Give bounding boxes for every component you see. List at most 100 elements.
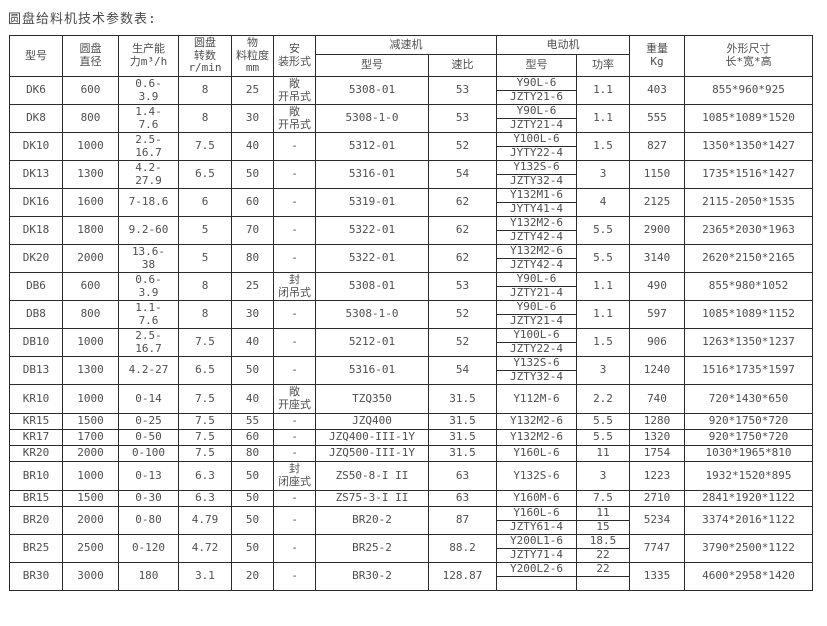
cell-install: - xyxy=(273,216,316,245)
cell-reducer-model: JZQ400-III-1Y xyxy=(315,429,429,446)
cell-reducer-ratio: 63 xyxy=(428,461,497,491)
cell-dims: 1263*1350*1237 xyxy=(684,328,813,357)
cell-install: - xyxy=(273,300,316,329)
cell-speed: 6.3 xyxy=(178,461,232,491)
cell-motor-model: JZTY22-4 xyxy=(496,342,577,357)
cell-motor-model: Y200L1-6 xyxy=(496,534,577,549)
cell-particle: 50 xyxy=(231,461,274,491)
cell-motor-power: 1.1 xyxy=(576,272,630,301)
cell-diameter: 1000 xyxy=(62,384,119,414)
table-row: BR30 3000 180 3.1 20- BR30-2 128.87 Y200L2-6 22 1… xyxy=(9,562,813,591)
cell-install: - xyxy=(273,328,316,357)
cell-dims: 1085*1089*1520 xyxy=(684,104,813,133)
cell-capacity: 2.5- 16.7 xyxy=(118,132,179,161)
cell-dims: 1735*1516*1427 xyxy=(684,160,813,189)
cell-speed: 4.72 xyxy=(178,534,232,563)
cell-reducer-ratio: 87 xyxy=(428,506,497,535)
cell-model: BR10 xyxy=(9,461,63,491)
cell-diameter: 1500 xyxy=(62,413,119,430)
cell-diameter: 3000 xyxy=(62,562,119,591)
cell-speed: 6.5 xyxy=(178,160,232,189)
cell-motor-power: 1.1 xyxy=(576,76,630,105)
cell-particle: 25 xyxy=(231,76,274,105)
table-row: KR10 1000 0-14 7.5 40 敞 开座式 TZQ350 31.5 Y112M-6 2… xyxy=(9,384,813,414)
cell-install: - xyxy=(273,506,316,535)
cell-speed: 5 xyxy=(178,216,232,245)
cell-reducer-model: 5308-01 xyxy=(315,272,429,301)
cell-motor-power: 2.2 xyxy=(576,384,630,414)
cell-install: 封 闭座式 xyxy=(273,461,316,491)
cell-dims: 720*1430*650 xyxy=(684,384,813,414)
cell-dims: 2365*2030*1963 xyxy=(684,216,813,245)
cell-reducer-ratio: 62 xyxy=(428,244,497,273)
cell-reducer-model: 5308-01 xyxy=(315,76,429,105)
cell-motor-model: JZTY71-4 xyxy=(496,548,577,563)
cell-reducer-model: 5308-1-0 xyxy=(315,104,429,133)
cell-motor-power: 11 xyxy=(576,506,630,521)
cell-dims: 855*980*1052 xyxy=(684,272,813,301)
cell-motor-power: 15 xyxy=(576,520,630,535)
cell-speed: 7.5 xyxy=(178,384,232,414)
cell-capacity: 0-25 xyxy=(118,413,179,430)
cell-speed: 6 xyxy=(178,188,232,217)
cell-speed: 8 xyxy=(178,76,232,105)
cell-capacity: 13.6- 38 xyxy=(118,244,179,273)
table-row: DK6 600 0.6- 3.9 8 25 敞 开吊式 5308-01 53 Y90L-6 1.1… xyxy=(9,76,813,105)
cell-model: BR30 xyxy=(9,562,63,591)
cell-model: DK8 xyxy=(9,104,63,133)
cell-reducer-model: 5316-01 xyxy=(315,356,429,385)
header-motor-power: 功率 xyxy=(576,54,630,77)
cell-speed: 3.1 xyxy=(178,562,232,591)
cell-particle: 50 xyxy=(231,490,274,507)
cell-weight: 2125 xyxy=(629,188,685,217)
cell-capacity: 7-18.6 xyxy=(118,188,179,217)
cell-particle: 50 xyxy=(231,534,274,563)
cell-install: - xyxy=(273,490,316,507)
cell-dims: 2115-2050*1535 xyxy=(684,188,813,217)
cell-model: DB13 xyxy=(9,356,63,385)
cell-motor-model: Y90L-6 xyxy=(496,104,577,119)
cell-motor-model: Y132M2-6 xyxy=(496,413,577,430)
table-row: DB8 800 1.1- 7.6 8 30-5308-1-0 52 Y90L-6 1.1 597… xyxy=(9,300,813,329)
cell-capacity: 180 xyxy=(118,562,179,591)
cell-motor-model: JZTY42-4 xyxy=(496,258,577,273)
cell-model: BR15 xyxy=(9,490,63,507)
cell-reducer-ratio: 62 xyxy=(428,188,497,217)
cell-model: DK20 xyxy=(9,244,63,273)
cell-motor-power: 22 xyxy=(576,562,630,577)
cell-install: - xyxy=(273,413,316,430)
table-row: DK18 1800 9.2-60 5 70-5322-01 62 Y132M2-6 5.5 29… xyxy=(9,216,813,245)
cell-reducer-model: 5312-01 xyxy=(315,132,429,161)
cell-model: DK13 xyxy=(9,160,63,189)
cell-model: DB8 xyxy=(9,300,63,329)
cell-motor-model: JZTY21-4 xyxy=(496,314,577,329)
cell-motor-model: JYTY22-4 xyxy=(496,146,577,161)
cell-particle: 40 xyxy=(231,328,274,357)
cell-speed: 7.5 xyxy=(178,429,232,446)
cell-diameter: 1300 xyxy=(62,160,119,189)
cell-speed: 5 xyxy=(178,244,232,273)
table-subrow xyxy=(10,576,813,591)
cell-model: DK6 xyxy=(9,76,63,105)
table-row: DK10 1000 2.5- 16.7 7.5 40-5312-01 52 Y100L-6 1… xyxy=(9,132,813,161)
cell-weight: 7747 xyxy=(629,534,685,563)
header-speed: 圆盘 转数 r/min xyxy=(178,35,232,77)
cell-model: BR25 xyxy=(9,534,63,563)
cell-diameter: 600 xyxy=(62,272,119,301)
cell-diameter: 1600 xyxy=(62,188,119,217)
cell-capacity: 2.5- 16.7 xyxy=(118,328,179,357)
cell-particle: 50 xyxy=(231,506,274,535)
cell-model: BR20 xyxy=(9,506,63,535)
cell-install: 敞 开吊式 xyxy=(273,76,316,105)
cell-reducer-model: 5308-1-0 xyxy=(315,300,429,329)
cell-reducer-ratio: 31.5 xyxy=(428,445,497,462)
cell-weight: 490 xyxy=(629,272,685,301)
cell-reducer-ratio: 52 xyxy=(428,132,497,161)
cell-model: DB10 xyxy=(9,328,63,357)
cell-particle: 20 xyxy=(231,562,274,591)
table-row: DK8 800 1.4- 7.6 8 30 敞 开吊式 5308-1-0 53 Y90L-6 1.… xyxy=(9,104,813,133)
cell-motor-model: Y132M1-6 xyxy=(496,188,577,203)
cell-speed: 6.5 xyxy=(178,356,232,385)
cell-install: - xyxy=(273,445,316,462)
